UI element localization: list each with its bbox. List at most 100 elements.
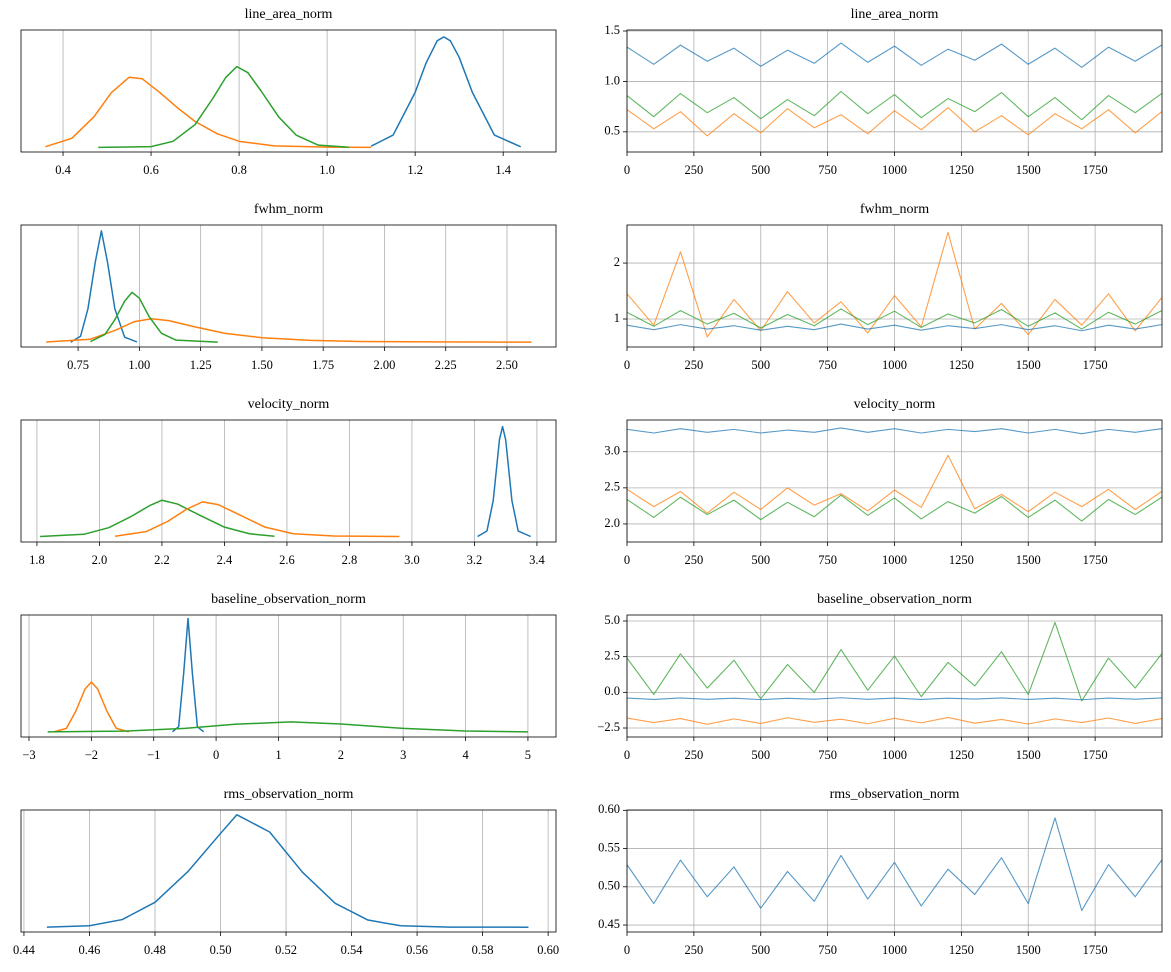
subplot: baseline_observation_norm −3 −2 −1 0 1 2 3 4 5 bbox=[20, 592, 557, 762]
axes-frame bbox=[20, 224, 557, 348]
y-tick-label: 0.60 bbox=[598, 802, 620, 816]
axes-frame bbox=[20, 29, 557, 153]
x-tick-label: 1000 bbox=[882, 163, 907, 177]
density-line bbox=[53, 681, 129, 733]
x-tick-label: 500 bbox=[751, 553, 770, 567]
y-tick-label: 2.5 bbox=[604, 480, 620, 494]
x-tick-label: 3 bbox=[400, 748, 406, 762]
x-tick-label: 1250 bbox=[949, 748, 974, 762]
y-tick-label: 1.5 bbox=[604, 23, 620, 37]
subplot: velocity_norm 1.8 2.0 2.2 2.4 2.6 2.8 3.0 3.2 3.4 bbox=[20, 397, 557, 567]
x-tick-label: 500 bbox=[751, 943, 770, 957]
x-tick-label: 0.48 bbox=[144, 943, 166, 957]
x-tick-label: 750 bbox=[818, 358, 837, 372]
x-tick-label: 1000 bbox=[882, 358, 907, 372]
subplot-title: baseline_observation_norm bbox=[817, 592, 972, 607]
y-tick-label: 1.0 bbox=[604, 73, 620, 87]
x-tick-label: 0.6 bbox=[143, 163, 159, 177]
x-tick-label: 1.2 bbox=[407, 163, 423, 177]
subplot-title: line_area_norm bbox=[851, 7, 939, 22]
subplot: baseline_observation_norm 0 250 500 750 1000 1… bbox=[597, 592, 1163, 762]
x-tick-label: 1500 bbox=[1016, 553, 1041, 567]
trace-line bbox=[627, 323, 1162, 332]
trace-line bbox=[627, 427, 1162, 435]
trace-line bbox=[627, 817, 1162, 912]
x-tick-label: 3.2 bbox=[467, 553, 483, 567]
trace-line bbox=[627, 716, 1162, 725]
x-tick-label: 3.0 bbox=[404, 553, 420, 567]
axes-frame bbox=[20, 419, 557, 543]
trace-line bbox=[627, 621, 1162, 702]
subplot: line_area_norm 0 250 500 750 1000 1250 1500 1750… bbox=[604, 7, 1163, 177]
x-tick-label: 0.75 bbox=[67, 358, 89, 372]
subplot-title: rms_observation_norm bbox=[830, 787, 960, 802]
x-tick-label: 0 bbox=[624, 553, 630, 567]
x-tick-label: 1.8 bbox=[29, 553, 45, 567]
x-tick-label: 1.25 bbox=[190, 358, 212, 372]
y-tick-label: 0.55 bbox=[598, 840, 620, 854]
subplot-title: fwhm_norm bbox=[860, 202, 929, 217]
x-tick-label: 2.0 bbox=[92, 553, 108, 567]
x-tick-label: 1250 bbox=[949, 163, 974, 177]
axes-frame bbox=[20, 809, 557, 933]
x-tick-label: 1500 bbox=[1016, 943, 1041, 957]
y-tick-label: −2.5 bbox=[597, 720, 620, 734]
x-tick-label: 0.44 bbox=[13, 943, 36, 957]
trace-line bbox=[627, 308, 1162, 330]
density-line bbox=[47, 721, 528, 733]
subplot-title: velocity_norm bbox=[854, 397, 936, 412]
x-tick-label: 1250 bbox=[949, 358, 974, 372]
x-tick-label: 1.00 bbox=[128, 358, 150, 372]
y-tick-label: 0.50 bbox=[598, 879, 620, 893]
trace-line bbox=[627, 107, 1162, 137]
subplot: rms_observation_norm 0 250 500 750 1000 1250 15… bbox=[598, 787, 1163, 957]
x-tick-label: 1000 bbox=[882, 553, 907, 567]
x-tick-label: 3.4 bbox=[529, 553, 545, 567]
x-tick-label: 750 bbox=[818, 748, 837, 762]
x-tick-label: 0.8 bbox=[231, 163, 247, 177]
x-tick-label: 5 bbox=[525, 748, 531, 762]
trace-line bbox=[627, 494, 1162, 522]
y-tick-label: 3.0 bbox=[604, 444, 620, 458]
density-line bbox=[370, 36, 522, 148]
x-tick-label: 750 bbox=[818, 943, 837, 957]
x-tick-label: 2.25 bbox=[435, 358, 457, 372]
x-tick-label: 1750 bbox=[1083, 553, 1108, 567]
x-tick-label: 1500 bbox=[1016, 748, 1041, 762]
x-tick-label: 2.4 bbox=[217, 553, 233, 567]
axes-frame bbox=[626, 419, 1163, 543]
x-tick-label: 0 bbox=[624, 943, 630, 957]
x-tick-label: 2.00 bbox=[374, 358, 396, 372]
density-line bbox=[90, 291, 218, 343]
x-tick-label: 2.8 bbox=[342, 553, 358, 567]
y-tick-label: 0.5 bbox=[604, 124, 620, 138]
subplot: line_area_norm 0.4 0.6 0.8 1.0 1.2 1.4 bbox=[20, 7, 557, 177]
subplot-title: line_area_norm bbox=[245, 7, 333, 22]
y-tick-label: 2 bbox=[614, 255, 620, 269]
axes-frame bbox=[626, 224, 1163, 348]
x-tick-label: 1750 bbox=[1083, 748, 1108, 762]
subplot: fwhm_norm 0 250 500 750 1000 1250 1500 1750 1 2 bbox=[614, 202, 1163, 372]
x-tick-label: 0.52 bbox=[275, 943, 297, 957]
x-tick-label: 0 bbox=[624, 358, 630, 372]
x-tick-label: 1000 bbox=[882, 943, 907, 957]
x-tick-label: 250 bbox=[685, 358, 704, 372]
subplot-title: baseline_observation_norm bbox=[211, 592, 366, 607]
x-tick-label: 2 bbox=[338, 748, 344, 762]
density-line bbox=[40, 499, 275, 538]
x-tick-label: 1 bbox=[275, 748, 281, 762]
x-tick-label: 1.4 bbox=[495, 163, 511, 177]
axes-frame bbox=[20, 614, 557, 738]
y-tick-label: 5.0 bbox=[604, 613, 620, 627]
x-tick-label: 500 bbox=[751, 748, 770, 762]
x-tick-label: 1.50 bbox=[251, 358, 273, 372]
x-tick-label: −2 bbox=[85, 748, 98, 762]
x-tick-label: 0 bbox=[624, 748, 630, 762]
x-tick-label: 0 bbox=[624, 163, 630, 177]
subplot-title: rms_observation_norm bbox=[224, 787, 354, 802]
density-line bbox=[98, 65, 350, 149]
x-tick-label: 750 bbox=[818, 553, 837, 567]
x-tick-label: 1500 bbox=[1016, 358, 1041, 372]
